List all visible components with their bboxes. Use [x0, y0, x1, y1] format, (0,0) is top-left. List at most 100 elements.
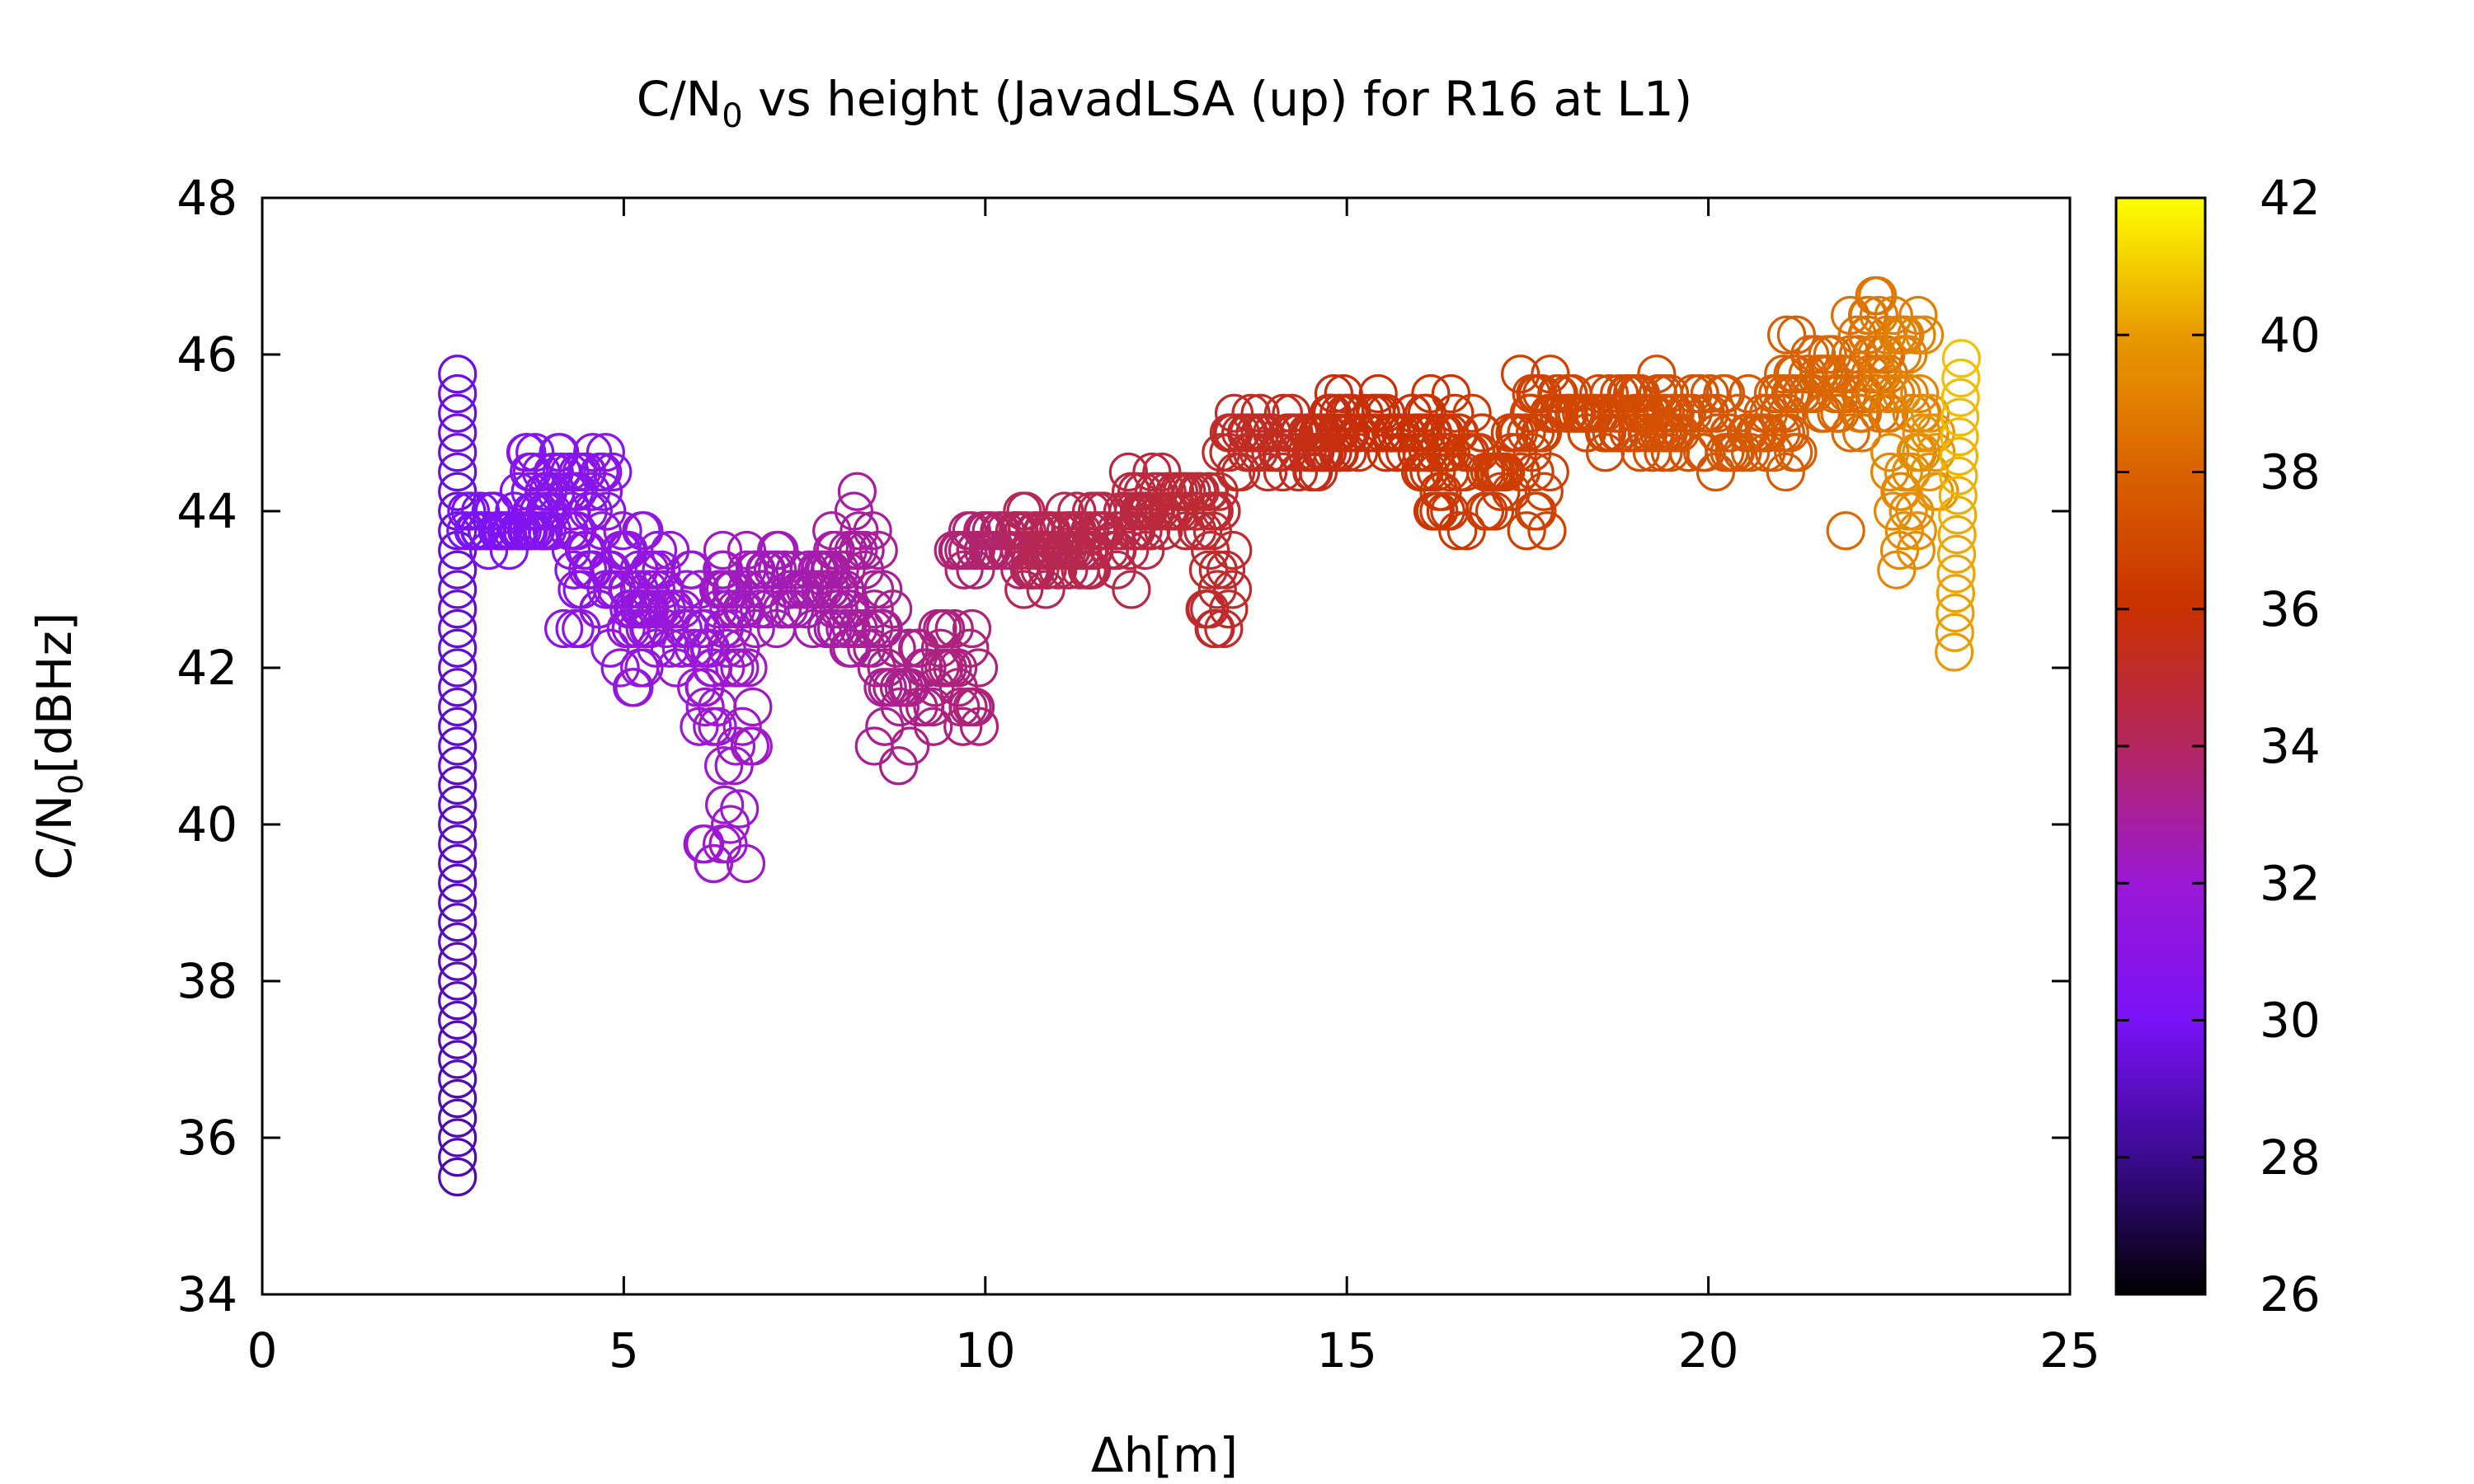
- colorbar-tick-label: 36: [2260, 581, 2321, 637]
- colorbar-tick-label: 38: [2260, 444, 2321, 500]
- data-point: [1507, 511, 1546, 551]
- data-point: [1212, 570, 1253, 609]
- data-point: [1794, 373, 1833, 414]
- data-point: [793, 608, 833, 649]
- data-point: [460, 511, 500, 551]
- x-tick-label: 0: [247, 1322, 278, 1378]
- data-point: [1188, 472, 1228, 511]
- data-point: [1354, 413, 1394, 453]
- data-point: [528, 472, 568, 511]
- data-point: [952, 608, 992, 649]
- data-point: [863, 570, 903, 609]
- data-point: [938, 648, 978, 688]
- data-point: [1868, 373, 1907, 414]
- data-point: [721, 628, 760, 668]
- data-point: [593, 452, 633, 492]
- data-point: [880, 687, 920, 727]
- data-point: [1144, 511, 1183, 551]
- data-point: [1940, 417, 1979, 457]
- data-point: [1831, 413, 1870, 453]
- data-point: [1880, 472, 1920, 511]
- data-point: [760, 530, 799, 571]
- data-point: [811, 570, 850, 609]
- data-point: [1112, 570, 1151, 609]
- data-point: [1870, 452, 1910, 492]
- data-point: [1895, 491, 1935, 531]
- data-point: [1240, 393, 1280, 433]
- data-point: [562, 570, 602, 609]
- data-point: [1366, 393, 1406, 433]
- y-tick-label: 46: [176, 326, 238, 383]
- data-point: [1460, 433, 1499, 472]
- data-point: [438, 452, 477, 492]
- x-tick-label: 15: [1316, 1322, 1377, 1378]
- data-point: [670, 608, 709, 649]
- data-point: [438, 355, 477, 394]
- data-point: [1898, 511, 1937, 551]
- y-tick-label: 40: [176, 796, 238, 852]
- x-axis-ticks: 0 5 10 15 20 25: [247, 198, 2100, 1378]
- data-point: [1197, 570, 1237, 609]
- data-point: [650, 628, 690, 668]
- data-point: [1020, 550, 1060, 589]
- data-point: [703, 530, 743, 571]
- data-point: [438, 687, 477, 727]
- data-point: [1697, 393, 1737, 433]
- data-point: [1177, 491, 1216, 531]
- data-point: [685, 824, 725, 864]
- data-point: [1209, 589, 1249, 629]
- data-point: [1501, 452, 1541, 492]
- data-point: [1754, 433, 1794, 472]
- data-point: [1530, 452, 1569, 492]
- data-point: [1166, 511, 1206, 551]
- data-point: [706, 648, 745, 688]
- data-point: [603, 511, 642, 551]
- data-point: [1776, 315, 1816, 355]
- data-point: [1747, 413, 1786, 453]
- data-point: [854, 726, 894, 766]
- data-point: [438, 648, 477, 688]
- data-point: [1936, 534, 1977, 574]
- data-point: [704, 550, 744, 589]
- data-point: [624, 648, 664, 688]
- data-point: [1770, 413, 1809, 453]
- data-point: [1338, 433, 1379, 472]
- data-point: [1192, 511, 1232, 551]
- data-point: [1939, 436, 1979, 477]
- data-point: [637, 530, 678, 571]
- data-point: [1935, 574, 1976, 613]
- title-subscript: 0: [722, 97, 742, 135]
- data-point: [684, 668, 724, 707]
- data-point: [1049, 550, 1089, 589]
- data-point: [571, 550, 611, 589]
- data-point: [1112, 511, 1152, 551]
- data-point: [1332, 393, 1371, 433]
- data-point: [1696, 452, 1736, 492]
- data-point: [609, 530, 648, 571]
- data-point: [1765, 373, 1804, 414]
- data-point: [1935, 613, 1974, 652]
- data-point: [1263, 393, 1304, 433]
- data-point: [438, 1059, 477, 1099]
- data-point: [551, 530, 591, 571]
- x-tick-label: 10: [955, 1322, 1016, 1378]
- data-point: [438, 472, 477, 511]
- data-point: [524, 511, 563, 551]
- data-point: [1902, 433, 1941, 472]
- data-point: [1097, 550, 1136, 589]
- data-point: [1855, 276, 1894, 316]
- data-point: [716, 726, 756, 766]
- data-point: [558, 472, 598, 511]
- colorbar-tick-label: 30: [2260, 993, 2321, 1049]
- data-point: [1891, 452, 1931, 492]
- data-point: [438, 1020, 477, 1059]
- data-point: [1939, 456, 1978, 495]
- data-point: [694, 843, 734, 884]
- data-point: [438, 843, 477, 884]
- data-point: [873, 589, 913, 629]
- data-point: [1294, 433, 1334, 472]
- ylabel-subscript: 0: [53, 774, 91, 795]
- data-point: [1664, 393, 1704, 433]
- data-point: [1057, 491, 1097, 531]
- data-point: [1501, 355, 1540, 394]
